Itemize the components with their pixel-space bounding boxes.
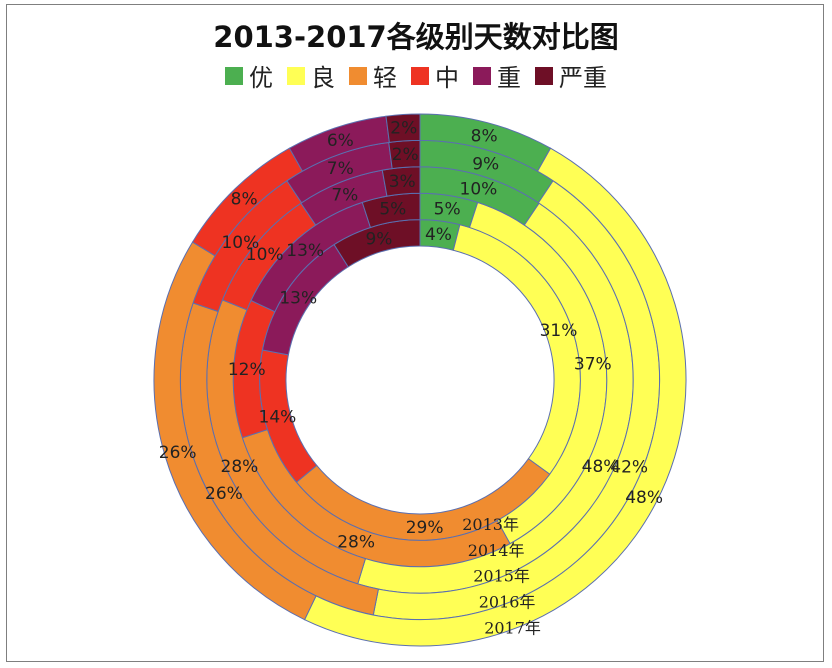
pct-label-ring4-3: 8% (231, 189, 258, 209)
legend-item-5: 严重 (535, 58, 607, 93)
pct-label-ring2-0: 10% (460, 180, 498, 200)
legend-swatch-3 (411, 66, 429, 85)
legend-label-5: 严重 (559, 64, 607, 92)
pct-label-ring0-1: 31% (540, 321, 578, 341)
chart-legend: 优 良 轻 中 重 严重 (0, 58, 832, 93)
legend-label-0: 优 (249, 64, 273, 92)
pct-label-ring2-4: 7% (331, 186, 358, 206)
year-label-0: 2013年 (462, 515, 519, 534)
pct-label-ring1-1: 37% (574, 355, 612, 375)
year-label-3: 2016年 (479, 592, 536, 611)
legend-swatch-1 (287, 66, 305, 85)
pct-label-ring3-0: 9% (472, 154, 499, 174)
legend-label-1: 良 (311, 64, 335, 92)
year-label-4: 2017年 (484, 618, 541, 637)
pct-label-ring4-0: 8% (471, 126, 498, 146)
legend-item-2: 轻 (349, 58, 397, 93)
pct-label-ring4-5: 2% (390, 119, 417, 139)
pct-label-ring0-0: 4% (425, 225, 452, 245)
pct-label-ring4-1: 48% (625, 488, 663, 508)
pct-label-ring2-2: 28% (221, 457, 259, 477)
legend-swatch-0 (225, 66, 243, 85)
legend-item-0: 优 (225, 58, 273, 93)
pct-label-ring1-4: 13% (286, 241, 324, 261)
pct-label-ring1-2: 28% (337, 532, 375, 552)
ring-segments (153, 113, 687, 647)
pct-label-ring0-3: 14% (259, 408, 297, 428)
legend-item-3: 中 (411, 58, 459, 93)
year-labels: 2013年 2014年 2015年 2016年 2017年 (462, 515, 541, 637)
percent-labels: 4%31%29%14%13%9%5%37%28%12%13%5%10%48%28… (159, 119, 663, 553)
year-label-2: 2015年 (473, 567, 530, 586)
legend-swatch-2 (349, 66, 367, 85)
pct-label-ring3-2: 26% (205, 484, 243, 504)
pct-label-ring2-3: 10% (246, 245, 284, 265)
legend-label-2: 轻 (373, 64, 397, 92)
legend-label-3: 中 (435, 64, 459, 92)
segment-ring4-5 (385, 113, 421, 143)
legend-swatch-4 (473, 66, 491, 85)
pct-label-ring0-2: 29% (406, 518, 444, 538)
pct-label-ring4-4: 6% (327, 131, 354, 151)
pct-label-ring2-1: 48% (582, 457, 620, 477)
pct-label-ring3-5: 2% (392, 145, 419, 165)
pct-label-ring3-1: 42% (610, 458, 648, 478)
pct-label-ring1-0: 5% (434, 200, 461, 220)
legend-swatch-5 (535, 66, 553, 85)
legend-label-4: 重 (497, 64, 521, 92)
pct-label-ring0-4: 13% (279, 288, 317, 308)
pct-label-ring3-3: 10% (221, 233, 259, 253)
pct-label-ring2-5: 3% (389, 172, 416, 192)
pct-label-ring3-4: 7% (327, 159, 354, 179)
pct-label-ring4-2: 26% (159, 443, 197, 463)
pct-label-ring1-3: 12% (228, 360, 266, 380)
pct-label-ring1-5: 5% (379, 200, 406, 220)
legend-item-4: 重 (473, 58, 521, 93)
pct-label-ring0-5: 9% (365, 230, 392, 250)
year-label-1: 2014年 (468, 541, 525, 560)
legend-item-1: 良 (287, 58, 335, 93)
chart-title: 2013-2017各级别天数对比图 (213, 20, 619, 54)
